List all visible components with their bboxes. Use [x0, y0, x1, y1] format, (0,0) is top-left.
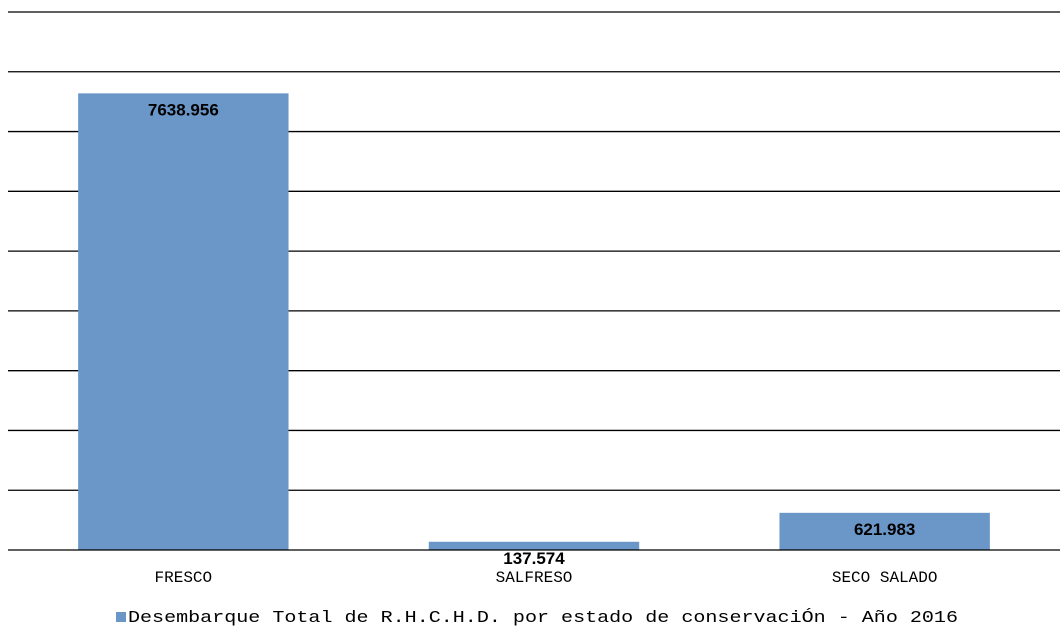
data-label: 137.574 — [503, 549, 565, 568]
x-tick-label: SALFRESO — [496, 569, 573, 587]
data-labels: 7638.956 137.574 621.983 — [148, 100, 916, 567]
legend: Desembarque Total de R.H.C.H.D. por esta… — [116, 608, 958, 628]
bar-salfreso — [428, 541, 640, 550]
legend-swatch — [116, 612, 126, 622]
bar-fresco — [78, 93, 289, 551]
bars — [78, 93, 990, 551]
x-tick-labels: FRESCO SALFRESO SECO SALADO — [155, 569, 938, 587]
legend-label: Desembarque Total de R.H.C.H.D. por esta… — [128, 608, 958, 628]
x-tick-label: FRESCO — [155, 569, 213, 587]
data-label: 7638.956 — [148, 100, 219, 119]
data-label: 621.983 — [854, 520, 915, 539]
bar-seco-salado — [779, 512, 990, 550]
x-tick-label: SECO SALADO — [832, 569, 938, 587]
